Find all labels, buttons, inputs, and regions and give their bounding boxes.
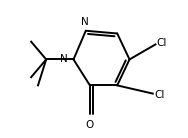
Text: N: N xyxy=(81,17,89,27)
Text: Cl: Cl xyxy=(157,38,167,48)
Text: N: N xyxy=(60,54,67,64)
Text: O: O xyxy=(86,120,94,130)
Text: Cl: Cl xyxy=(154,90,164,100)
